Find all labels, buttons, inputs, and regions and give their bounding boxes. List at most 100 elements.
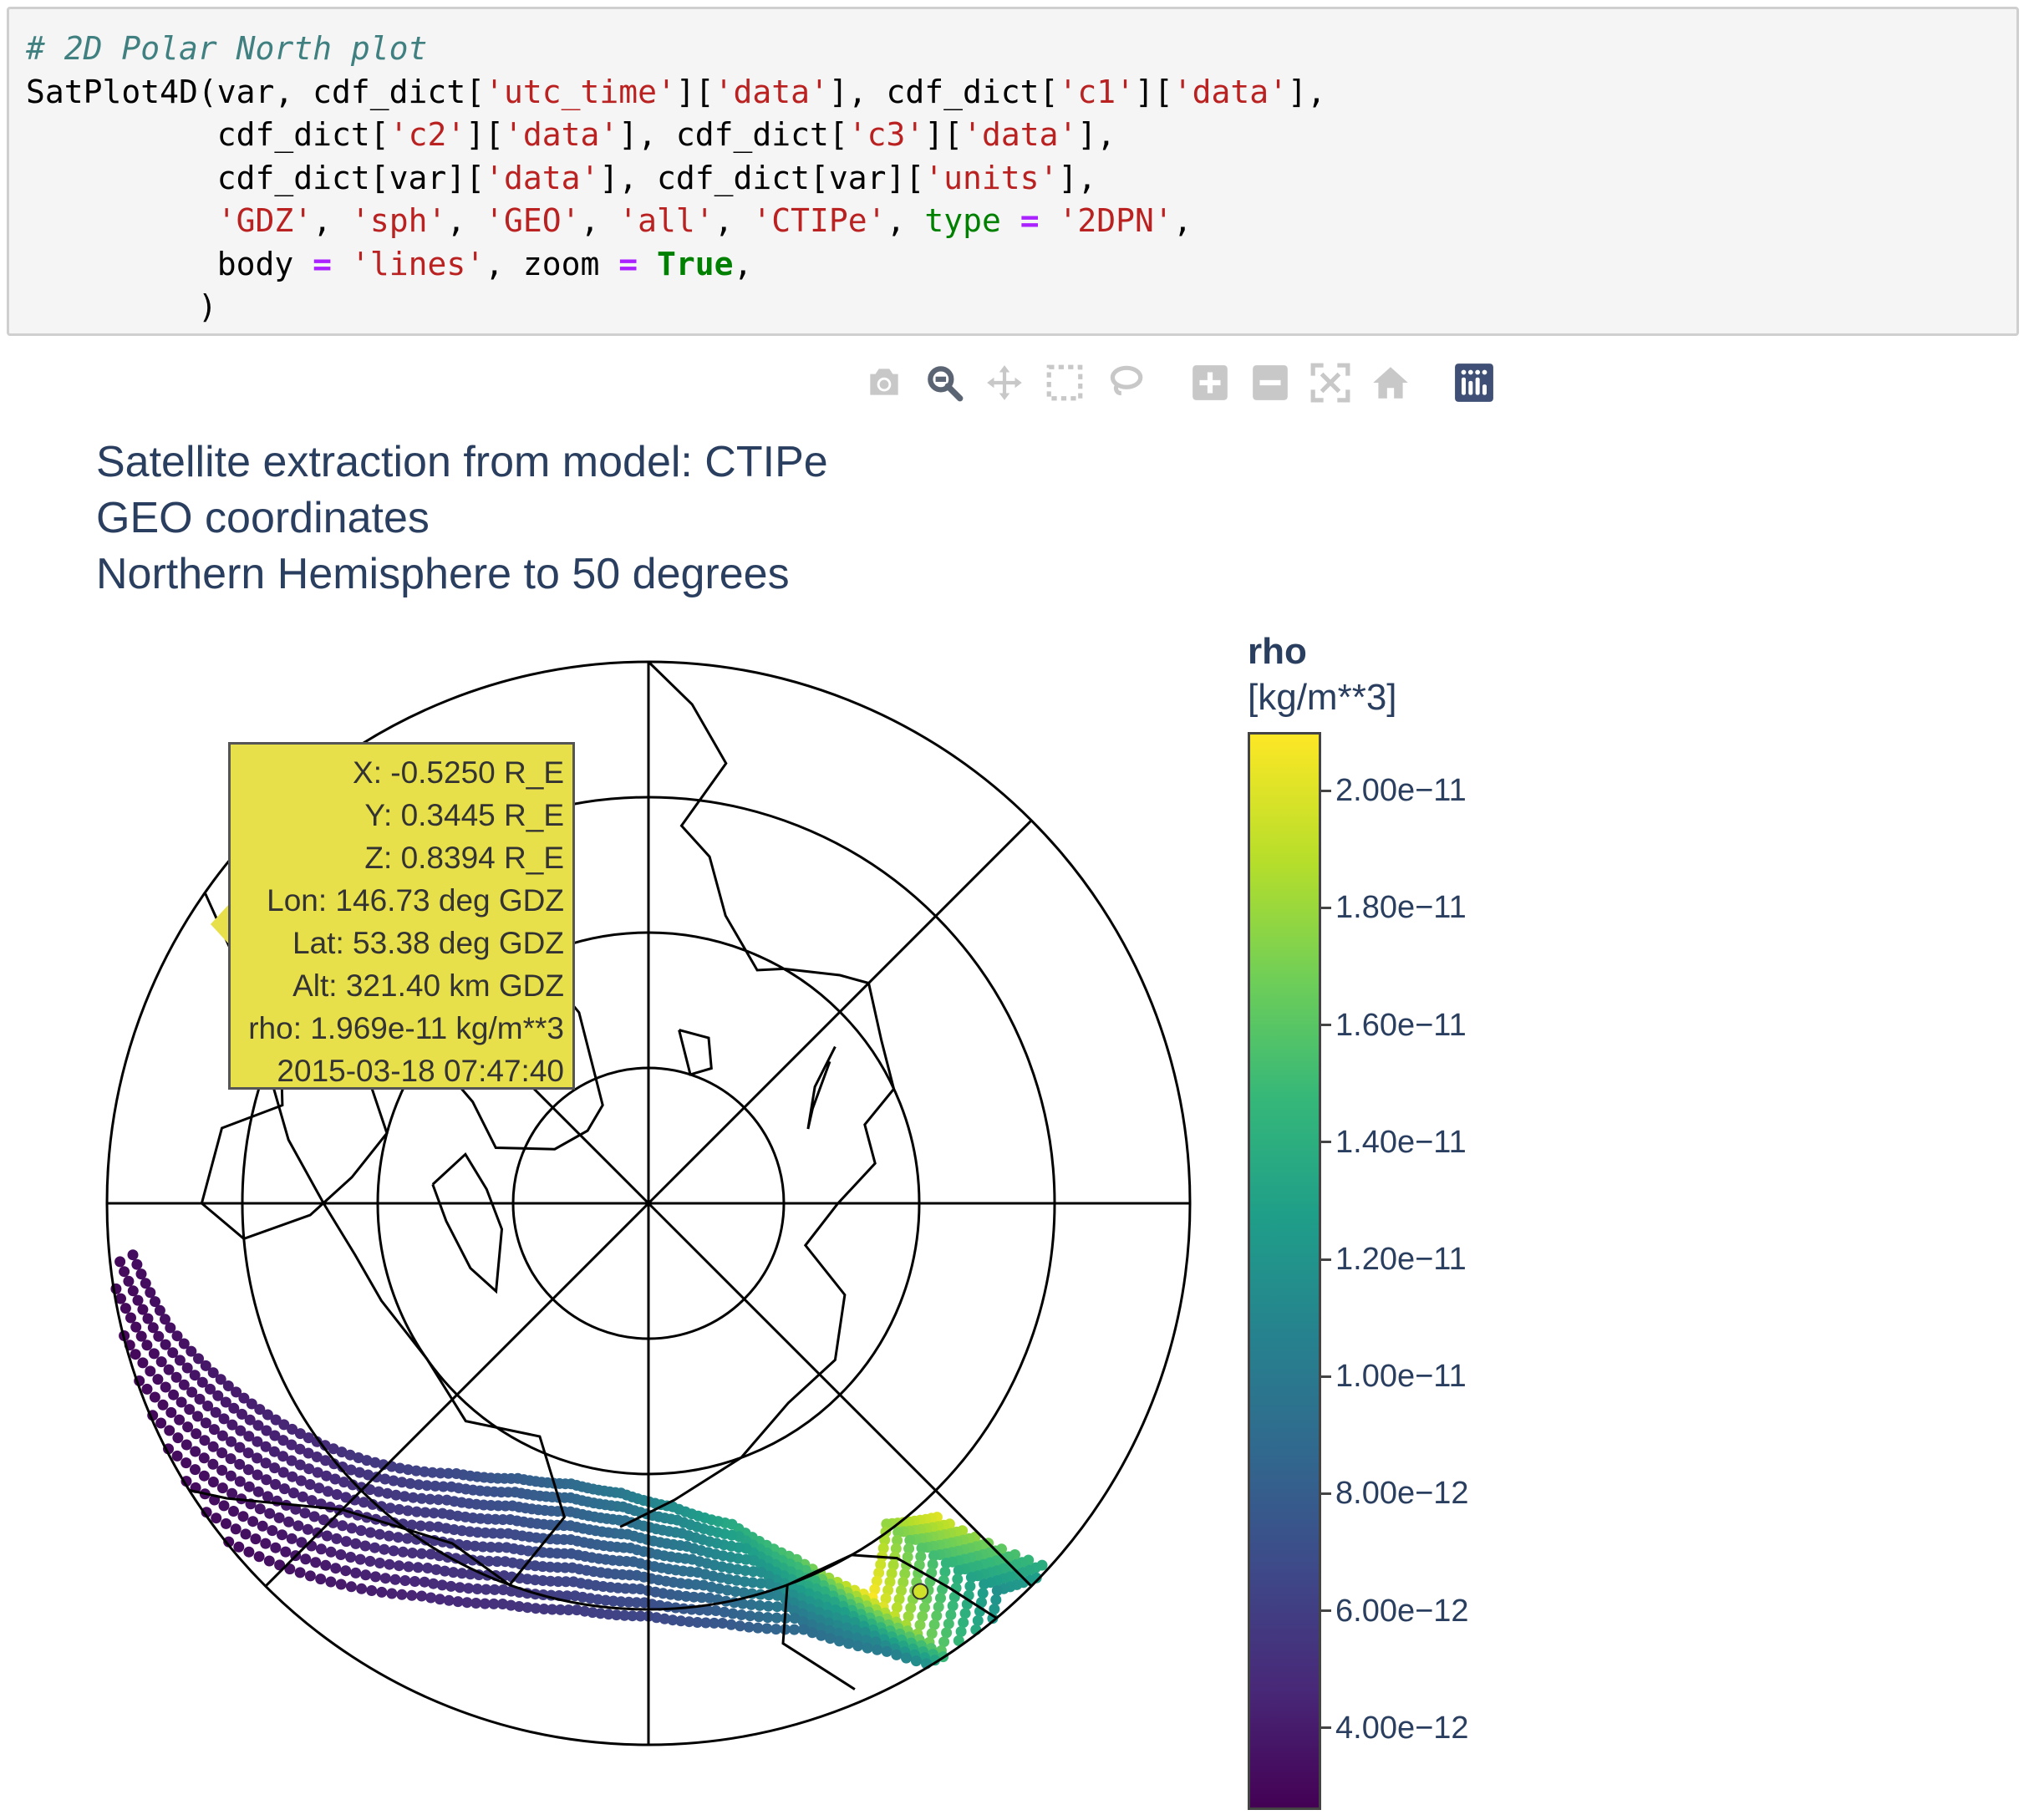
scatter-point	[315, 1573, 327, 1585]
scatter-point	[200, 1417, 211, 1429]
scatter-point	[199, 1435, 211, 1446]
scatter-point	[771, 1601, 783, 1613]
scatter-point	[335, 1579, 347, 1590]
scatter-point	[755, 1578, 767, 1589]
scatter-point	[231, 1386, 242, 1398]
scatter-point	[130, 1321, 142, 1333]
scatter-point	[269, 1462, 281, 1474]
scatter-point	[304, 1570, 316, 1582]
scatter-point	[471, 1584, 483, 1594]
scatter-point	[270, 1414, 282, 1426]
scatter-point	[919, 1602, 930, 1614]
zoom-out-icon[interactable]	[1247, 359, 1294, 406]
scatter-point	[485, 1542, 496, 1553]
scatter-point	[843, 1638, 854, 1650]
scatter-point	[283, 1516, 294, 1528]
scatter-point	[226, 1487, 238, 1499]
scatter-point	[401, 1533, 413, 1544]
camera-icon[interactable]	[861, 359, 908, 406]
scatter-point	[987, 1613, 999, 1624]
scatter-point	[902, 1551, 913, 1563]
scatter-point	[461, 1597, 473, 1609]
scatter-point	[943, 1618, 954, 1629]
colorbar[interactable]	[1248, 732, 1321, 1810]
scatter-point	[192, 1411, 203, 1422]
scatter-point	[218, 1413, 230, 1425]
scatter-point	[436, 1579, 448, 1591]
scatter-point	[328, 1458, 340, 1470]
scatter-point	[270, 1542, 282, 1553]
scatter-point	[277, 1451, 289, 1462]
scatter-point	[905, 1602, 917, 1614]
scatter-point	[303, 1432, 314, 1444]
autoscale-icon[interactable]	[1307, 359, 1354, 406]
scatter-point	[225, 1470, 236, 1482]
scatter-point	[399, 1491, 410, 1502]
scatter-point	[207, 1441, 219, 1452]
reset-axes-icon[interactable]	[1367, 359, 1414, 406]
scatter-point	[260, 1457, 272, 1469]
scatter-point	[397, 1546, 409, 1558]
code-cell[interactable]: # 2D Polar North plot SatPlot4D(var, cdf…	[7, 7, 2019, 336]
scatter-point	[312, 1467, 323, 1478]
zoom-in-icon[interactable]	[1187, 359, 1233, 406]
colorbar-tick-label: 2.00e−11	[1335, 773, 1467, 809]
scatter-point	[294, 1459, 306, 1471]
scatter-point	[862, 1642, 873, 1654]
scatter-point	[350, 1567, 362, 1579]
scatter-point	[933, 1601, 944, 1613]
scatter-point	[488, 1598, 500, 1609]
scatter-point	[904, 1534, 916, 1546]
scatter-point	[465, 1568, 476, 1580]
scatter-point	[286, 1439, 297, 1451]
scatter-point	[186, 1345, 197, 1357]
plotly-logo-icon[interactable]	[1451, 359, 1498, 406]
scatter-point	[325, 1576, 337, 1588]
scatter-point	[941, 1627, 953, 1639]
scatter-point	[972, 1614, 984, 1626]
scatter-point	[754, 1599, 765, 1611]
scatter-point	[396, 1477, 408, 1488]
scatter-point	[254, 1503, 266, 1515]
scatter-point	[171, 1450, 183, 1462]
scatter-point	[336, 1446, 348, 1458]
scatter-point	[735, 1620, 746, 1632]
scatter-point	[623, 1596, 634, 1608]
scatter-point	[119, 1266, 130, 1278]
scatter-point	[739, 1576, 750, 1588]
scatter-point	[521, 1602, 533, 1614]
coastline	[619, 660, 896, 1528]
scatter-point	[120, 1303, 131, 1314]
scatter-point	[887, 1559, 899, 1571]
scatter-point	[225, 1453, 236, 1465]
lasso-select-icon[interactable]	[1101, 359, 1148, 406]
scatter-point	[190, 1464, 201, 1476]
scatter-point	[131, 1258, 143, 1270]
scatter-point	[220, 1396, 231, 1408]
scatter-point	[294, 1428, 306, 1440]
scatter-point	[428, 1578, 440, 1589]
scatter-point	[222, 1380, 234, 1391]
scatter-point	[364, 1527, 376, 1538]
scatter-point	[215, 1374, 226, 1385]
coastline	[189, 1064, 567, 1587]
scatter-point	[410, 1533, 422, 1545]
meridian-line	[647, 819, 1033, 1205]
scatter-point	[238, 1392, 250, 1404]
zoom-icon[interactable]	[921, 359, 968, 406]
box-select-icon[interactable]	[1041, 359, 1088, 406]
pan-icon[interactable]	[981, 359, 1028, 406]
scatter-point	[979, 1579, 990, 1590]
scatter-point	[789, 1624, 800, 1635]
scatter-point	[331, 1489, 343, 1500]
scatter-point	[297, 1491, 308, 1502]
scatter-point	[142, 1313, 154, 1324]
scatter-point	[530, 1603, 542, 1614]
scatter-point	[892, 1527, 904, 1538]
scatter-point	[221, 1518, 231, 1529]
plot-title: Satellite extraction from model: CTIPe G…	[96, 435, 828, 602]
scatter-point	[373, 1486, 384, 1497]
scatter-point	[223, 1536, 235, 1548]
scatter-point	[927, 1558, 938, 1570]
